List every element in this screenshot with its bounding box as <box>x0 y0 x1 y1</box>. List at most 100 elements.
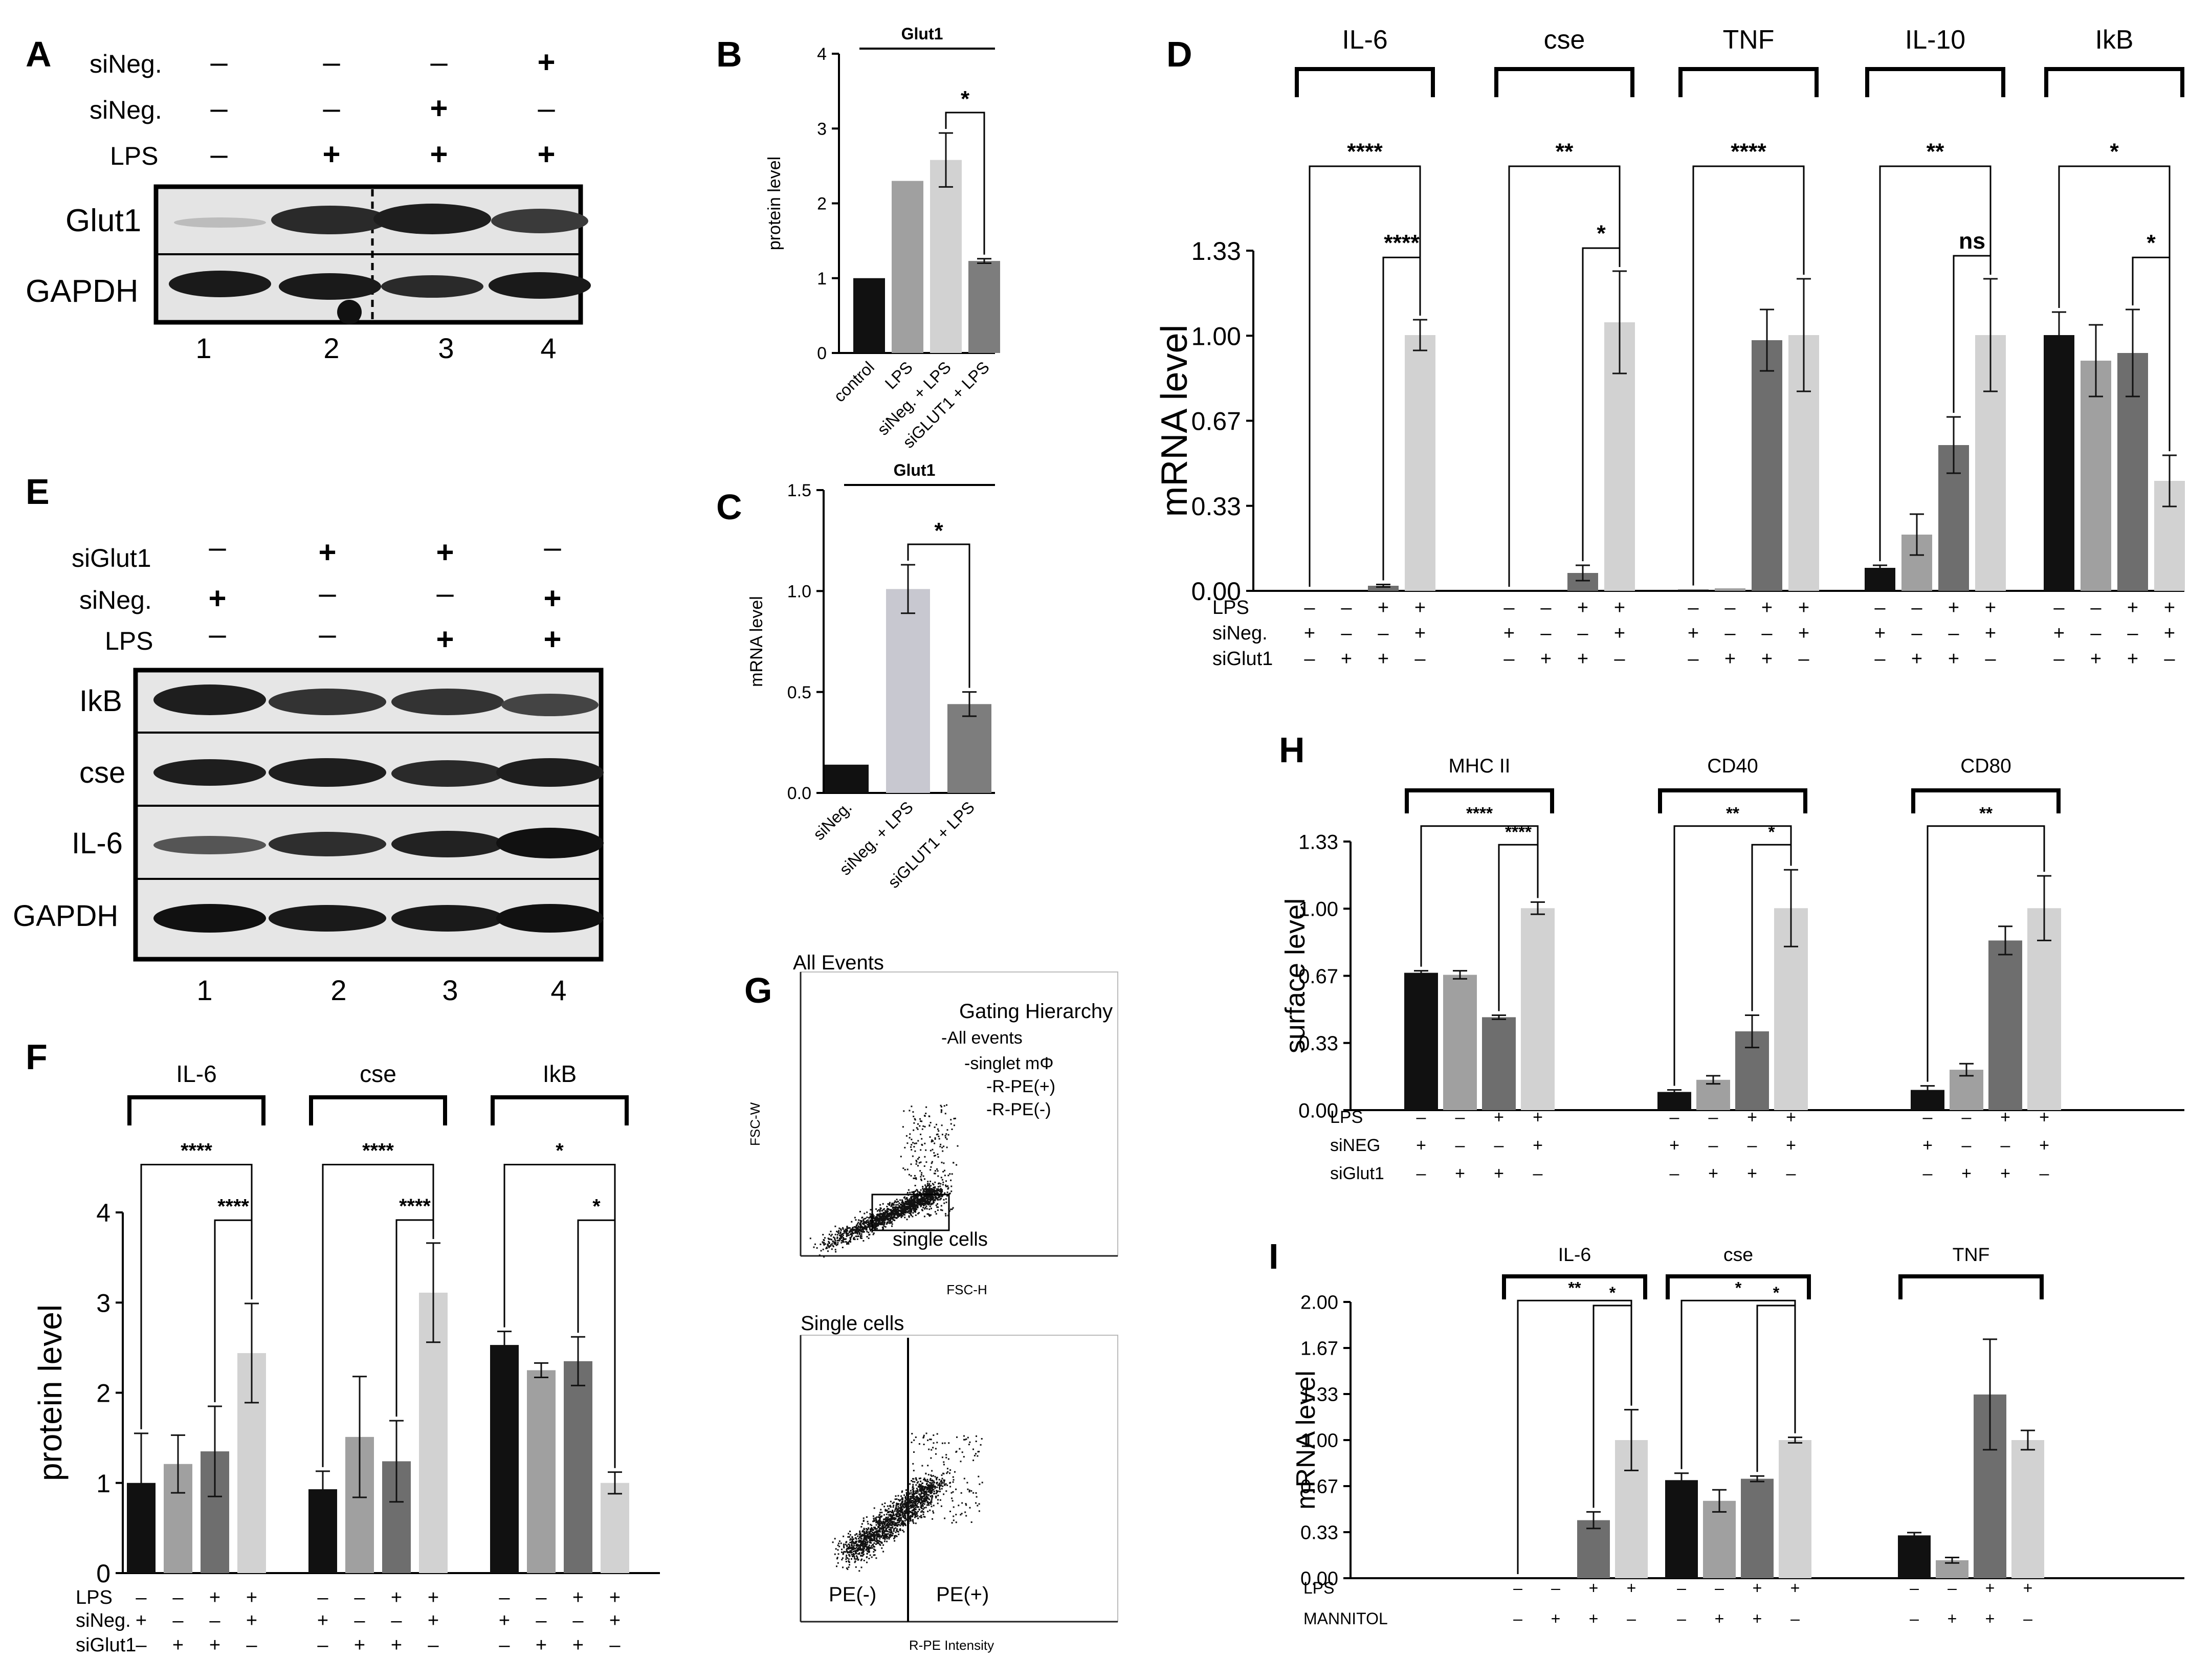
condition-sign: + <box>1961 1164 1972 1183</box>
category-label: siNeg. <box>809 798 855 844</box>
significance-label: ** <box>1927 139 1944 164</box>
significance-bracket <box>2132 256 2171 451</box>
panel-E-condition-rows: siGlut1 siNeg. LPS – + + – + – – + – – +… <box>72 530 562 656</box>
group-bracket <box>1678 67 1819 97</box>
y-tick-label: 0.33 <box>1191 492 1241 521</box>
condition-sign: – <box>2053 597 2065 618</box>
bar <box>853 278 885 353</box>
condition-sign: + <box>1798 623 1809 644</box>
panel-A-row-label: LPS <box>110 142 159 170</box>
bar <box>564 1361 592 1573</box>
y-axis-label: protein level <box>32 1305 69 1481</box>
panel-letter-E: E <box>26 472 50 512</box>
significance-label: * <box>556 1140 564 1162</box>
condition-sign: + <box>1985 1609 1995 1628</box>
y-tick-label: 0.00 <box>1300 1568 1338 1590</box>
condition-sign: + <box>2000 1108 2010 1127</box>
blot-band-label: GAPDH <box>13 899 118 933</box>
condition-sign: – <box>1985 648 1996 670</box>
condition-label: siGlut1 <box>76 1634 136 1656</box>
condition-sign: – <box>1790 1609 1800 1628</box>
y-tick-label: 4 <box>817 45 827 64</box>
blot-band-label: IkB <box>79 684 122 718</box>
condition-sign: + <box>1669 1136 1679 1155</box>
chart-title: Glut1 <box>894 461 936 479</box>
significance-bracket <box>1953 255 1992 413</box>
condition-sign: – <box>1540 623 1552 644</box>
bar <box>1665 1480 1698 1578</box>
blot-band-label: Glut1 <box>65 203 141 238</box>
significance-bracket <box>322 1164 434 1467</box>
y-axis-label: mRNA level <box>747 596 766 687</box>
condition-sign: + <box>609 1610 621 1631</box>
flow-scatter-bottom <box>832 1432 983 1572</box>
significance-label: * <box>1597 221 1606 246</box>
panel-E-sign: + <box>436 535 454 569</box>
condition-sign: – <box>136 1587 147 1608</box>
blot-band <box>153 759 266 786</box>
condition-sign: + <box>1786 1108 1796 1127</box>
condition-sign: – <box>1874 597 1886 618</box>
condition-sign: + <box>391 1634 402 1656</box>
flow-scatter-top <box>809 1104 959 1258</box>
condition-sign: – <box>1677 1579 1686 1597</box>
condition-sign: + <box>1533 1136 1543 1155</box>
condition-sign: – <box>1540 597 1552 618</box>
panel-E-sign: + <box>436 622 454 656</box>
bar <box>1898 1535 1931 1578</box>
panel-letter-A: A <box>26 34 52 74</box>
blot-band <box>169 271 271 297</box>
bar <box>490 1345 519 1573</box>
condition-sign: – <box>1715 1579 1724 1597</box>
condition-sign: + <box>1494 1108 1504 1127</box>
condition-sign: – <box>1494 1136 1504 1155</box>
group-bracket <box>1494 67 1634 97</box>
bar <box>1577 1520 1610 1578</box>
condition-sign: + <box>1455 1164 1465 1183</box>
y-tick-label: 2 <box>96 1379 110 1408</box>
y-tick-label: 0.33 <box>1300 1522 1338 1544</box>
condition-sign: – <box>1677 1609 1686 1628</box>
significance-label: **** <box>181 1140 212 1162</box>
condition-sign: + <box>1503 623 1515 644</box>
group-bracket <box>1911 788 2061 813</box>
significance-label: * <box>592 1195 601 1218</box>
panel-A-blot: siNeg. siNeg. LPS – – – + – – + – – + + … <box>26 45 591 364</box>
blot-band <box>269 905 386 932</box>
condition-sign: – <box>1670 1164 1679 1183</box>
condition-sign: + <box>1416 1136 1426 1155</box>
significance-label: **** <box>217 1195 249 1218</box>
condition-sign: – <box>1688 648 1699 670</box>
condition-sign: + <box>2090 648 2102 670</box>
group-bracket <box>1865 67 2005 97</box>
flow-axis-label: R-PE Intensity <box>909 1638 994 1653</box>
condition-sign: + <box>2127 597 2138 618</box>
significance-bracket <box>2058 165 2171 451</box>
condition-sign: + <box>1715 1609 1724 1628</box>
condition-sign: + <box>1533 1108 1543 1127</box>
panel-A-sign: + <box>430 91 448 125</box>
condition-sign: – <box>1378 623 1389 644</box>
panel-E-blot: siGlut1 siNeg. LPS – + + – + – – + – – +… <box>13 530 604 1006</box>
condition-sign: – <box>2090 623 2102 644</box>
bar <box>1752 340 1782 591</box>
significance-label: **** <box>1505 823 1532 842</box>
condition-label: LPS <box>1212 597 1249 618</box>
condition-sign: – <box>354 1587 365 1608</box>
blot-band <box>391 831 504 857</box>
significance-label: * <box>1609 1284 1616 1302</box>
y-tick-label: 1.33 <box>1191 237 1241 266</box>
condition-sign: + <box>1341 648 1352 670</box>
condition-sign: + <box>1948 1609 1957 1628</box>
significance-bracket <box>1498 844 1539 1011</box>
condition-sign: – <box>2023 1609 2032 1628</box>
panel-E-row-label: siNeg. <box>79 586 152 614</box>
group-bracket <box>1666 1274 1811 1299</box>
condition-sign: + <box>1747 1164 1757 1183</box>
bar <box>1368 586 1399 591</box>
blot-band <box>391 689 504 715</box>
condition-label: siNEG <box>1330 1136 1380 1155</box>
significance-bracket <box>214 1219 253 1402</box>
bar <box>2081 361 2111 591</box>
